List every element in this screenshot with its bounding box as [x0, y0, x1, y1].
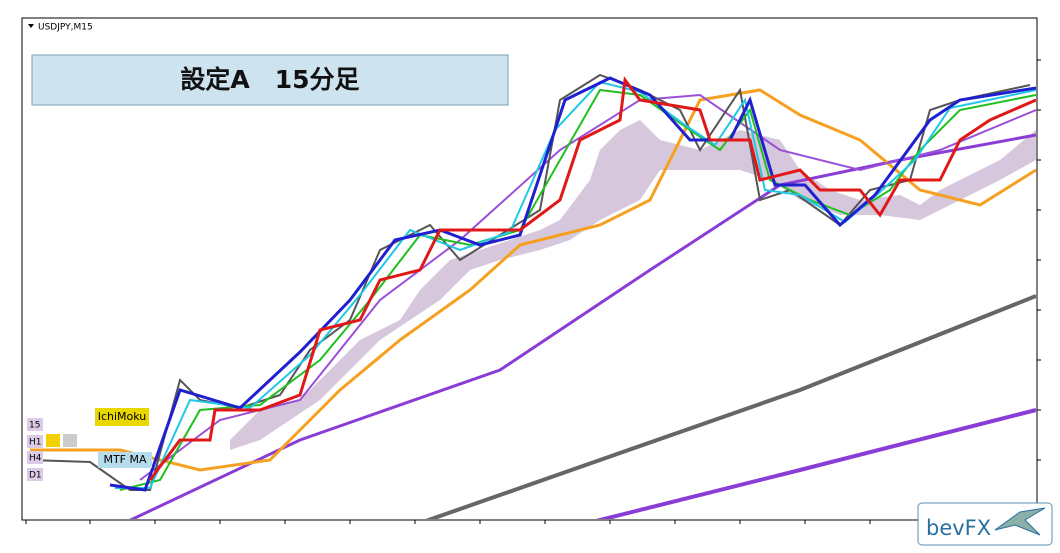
tf-label: H4 — [29, 454, 42, 464]
logo-text: bevFX — [926, 516, 991, 540]
logo-icon — [994, 507, 1046, 536]
ichimoku-box — [95, 408, 149, 426]
ma-line — [30, 88, 1036, 472]
ichimoku-label: IchiMoku — [98, 410, 147, 423]
tf-box — [27, 418, 43, 431]
axis-ticks — [25, 59, 1041, 524]
plot — [29, 73, 1036, 519]
ma-line — [139, 93, 1036, 481]
ma-line — [148, 76, 1036, 481]
title: 設定A 15分足 — [180, 65, 359, 94]
tf-label: D1 — [29, 471, 42, 481]
tf-box — [27, 451, 43, 464]
tf-label: 15 — [29, 421, 40, 431]
ma-line — [595, 408, 1036, 519]
tf-box — [27, 435, 43, 448]
symbol-label: USDJPY,M15 — [38, 23, 93, 33]
title-box — [31, 54, 509, 106]
mtf-ma-box — [98, 452, 152, 468]
tf-box — [27, 468, 43, 481]
tf-signal — [63, 434, 77, 447]
tf-label: H1 — [29, 438, 42, 448]
ma-line — [109, 76, 1036, 492]
tf-signal — [46, 434, 60, 447]
dropdown-icon — [28, 24, 34, 28]
mtf-ma-label: MTF MA — [103, 453, 147, 466]
ichimoku-cloud — [230, 120, 1036, 450]
ma-line — [425, 294, 1036, 519]
